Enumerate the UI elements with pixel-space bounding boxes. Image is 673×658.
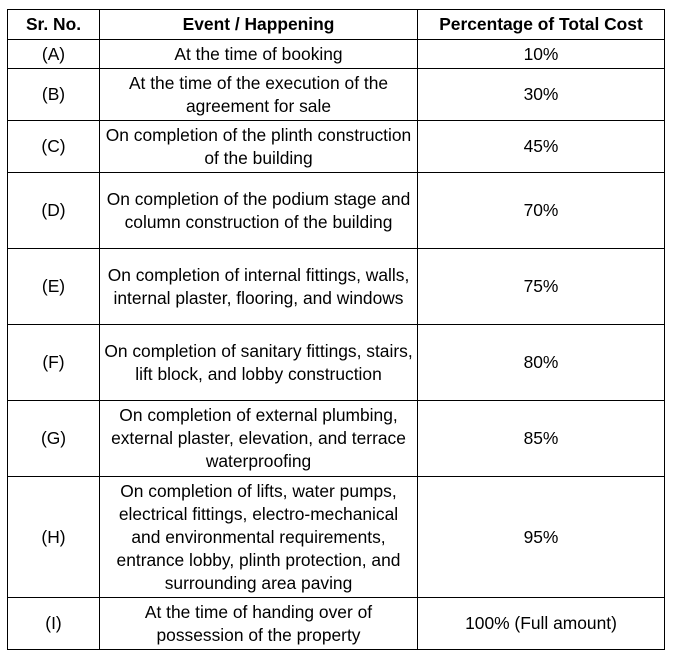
table-row: (A) At the time of booking 10% <box>7 39 665 69</box>
table-header-row: Sr. No. Event / Happening Percentage of … <box>7 9 665 40</box>
table-row: (G) On completion of external plumbing, … <box>7 400 665 477</box>
cell-sr-no: (D) <box>7 172 100 249</box>
cell-percentage: 80% <box>417 324 665 401</box>
header-percentage: Percentage of Total Cost <box>417 9 665 40</box>
cell-event: On completion of lifts, water pumps, ele… <box>99 476 418 598</box>
table-row: (H) On completion of lifts, water pumps,… <box>7 476 665 598</box>
cell-percentage: 30% <box>417 68 665 121</box>
cell-sr-no: (E) <box>7 248 100 325</box>
payment-schedule-table: Sr. No. Event / Happening Percentage of … <box>7 9 665 650</box>
table-row: (E) On completion of internal fittings, … <box>7 248 665 325</box>
cell-percentage: 70% <box>417 172 665 249</box>
cell-event: At the time of the execution of the agre… <box>99 68 418 121</box>
cell-sr-no: (F) <box>7 324 100 401</box>
cell-event: On completion of internal fittings, wall… <box>99 248 418 325</box>
table-row: (B) At the time of the execution of the … <box>7 68 665 121</box>
payment-schedule-container: Sr. No. Event / Happening Percentage of … <box>7 9 665 650</box>
cell-event: At the time of handing over of possessio… <box>99 597 418 650</box>
cell-event: At the time of booking <box>99 39 418 69</box>
cell-percentage: 75% <box>417 248 665 325</box>
table-row: (F) On completion of sanitary fittings, … <box>7 324 665 401</box>
cell-percentage: 100% (Full amount) <box>417 597 665 650</box>
cell-sr-no: (B) <box>7 68 100 121</box>
cell-event: On completion of the podium stage and co… <box>99 172 418 249</box>
cell-percentage: 85% <box>417 400 665 477</box>
cell-sr-no: (C) <box>7 120 100 173</box>
table-row: (D) On completion of the podium stage an… <box>7 172 665 249</box>
cell-event: On completion of the plinth construction… <box>99 120 418 173</box>
table-row: (I) At the time of handing over of posse… <box>7 597 665 650</box>
cell-percentage: 95% <box>417 476 665 598</box>
cell-percentage: 10% <box>417 39 665 69</box>
header-sr-no: Sr. No. <box>7 9 100 40</box>
cell-sr-no: (I) <box>7 597 100 650</box>
cell-event: On completion of sanitary fittings, stai… <box>99 324 418 401</box>
cell-percentage: 45% <box>417 120 665 173</box>
cell-sr-no: (H) <box>7 476 100 598</box>
cell-sr-no: (A) <box>7 39 100 69</box>
cell-event: On completion of external plumbing, exte… <box>99 400 418 477</box>
header-event: Event / Happening <box>99 9 418 40</box>
table-row: (C) On completion of the plinth construc… <box>7 120 665 173</box>
cell-sr-no: (G) <box>7 400 100 477</box>
